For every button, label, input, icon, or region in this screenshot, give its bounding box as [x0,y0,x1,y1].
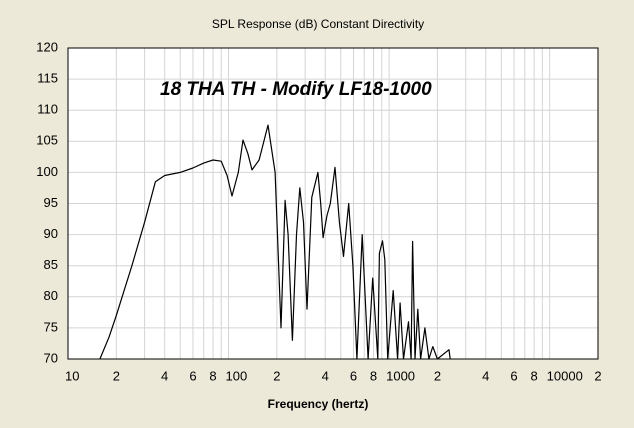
y-tick-label: 70 [44,350,58,365]
chart-title: SPL Response (dB) Constant Directivity [212,17,424,31]
x-tick-label: 1000 [386,368,415,383]
annotation: 18 THA TH - Modify LF18-1000 [160,79,432,100]
x-axis-label: Frequency (hertz) [268,397,369,411]
y-tick-label: 80 [44,288,58,303]
x-tick-label: 8 [370,368,377,383]
y-tick-label: 115 [37,71,58,86]
x-tick-label: 4 [482,368,489,383]
x-tick-label: 10 [65,368,79,383]
y-tick-label: 90 [44,226,58,241]
plot-frame [67,47,599,360]
marks [99,124,451,360]
x-tick-label: 2 [594,368,601,383]
y-tick-label: 100 [36,164,58,179]
x-tick-label: 6 [510,368,517,383]
x-tick-label: 4 [161,368,168,383]
y-tick-label: 85 [44,257,58,272]
x-tick-label: 6 [189,368,196,383]
response-line [99,124,451,360]
x-tick-label: 2 [434,368,441,383]
x-tick-label: 4 [322,368,329,383]
x-tick-label: 8 [530,368,537,383]
x-tick-label: 2 [273,368,280,383]
x-tick-label: 100 [226,368,248,383]
y-tick-label: 75 [44,319,58,334]
x-tick-label: 6 [350,368,357,383]
grid [67,47,599,360]
x-tick-label: 10000 [547,368,583,383]
y-tick-label: 95 [44,195,58,210]
y-tick-label: 105 [36,133,58,148]
y-tick-label: 110 [37,102,58,117]
x-tick-label: 2 [113,368,120,383]
y-tick-label: 120 [36,39,58,54]
x-tick-label: 8 [209,368,216,383]
